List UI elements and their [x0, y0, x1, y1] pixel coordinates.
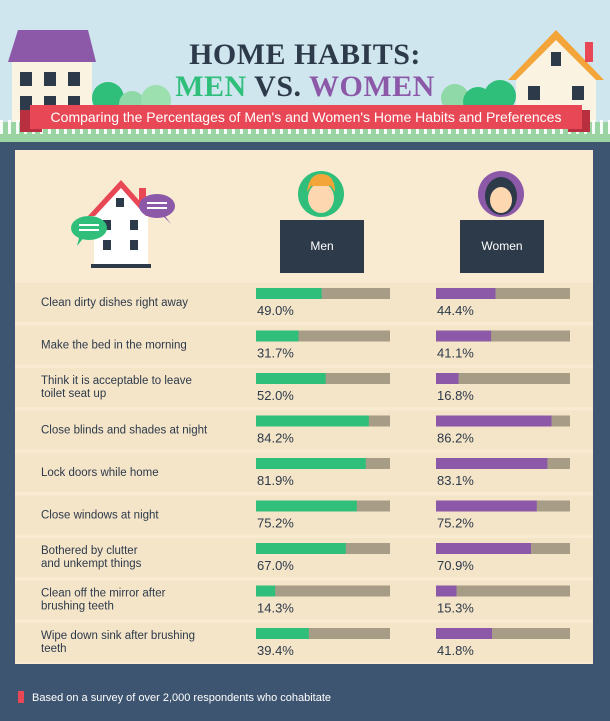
men-bar-track — [256, 288, 390, 299]
legend-women: Women — [481, 239, 522, 253]
women-value-label: 15.3% — [437, 601, 474, 616]
title-vs: VS. — [254, 70, 302, 103]
women-bar-track — [436, 288, 570, 299]
women-bar — [436, 288, 496, 299]
men-bar — [256, 330, 299, 342]
woman-avatar-icon — [478, 171, 524, 217]
men-bar — [256, 585, 276, 597]
house-chat-icon — [71, 180, 175, 268]
women-bar — [436, 415, 552, 427]
women-bar — [436, 330, 492, 342]
title-women: WOMEN — [308, 70, 435, 103]
women-bar — [436, 543, 532, 554]
women-header: Women — [460, 220, 544, 273]
legend-men: Men — [310, 239, 333, 253]
page-title: HOME HABITS: — [189, 38, 421, 71]
women-bar-track — [436, 330, 570, 342]
men-header-box — [280, 220, 364, 273]
footnote-marker-icon — [18, 691, 24, 703]
men-value-label: 49.0% — [257, 303, 294, 318]
women-bar — [436, 585, 457, 597]
bush-icon — [484, 80, 516, 112]
men-bar-track — [256, 628, 390, 639]
men-bar-track — [256, 585, 390, 597]
footer: Based on a survey of over 2,000 responde… — [0, 680, 610, 721]
men-bar — [256, 415, 369, 427]
women-value-label: 41.8% — [437, 643, 474, 658]
women-value-label: 70.9% — [437, 558, 474, 573]
women-bar — [436, 628, 493, 639]
women-bar-track — [436, 628, 570, 639]
men-value-label: 14.3% — [257, 601, 294, 616]
women-value-label: 41.1% — [437, 346, 474, 361]
chart-rows: Clean dirty dishes right away 49.0% 44.4% M… — [15, 283, 593, 662]
men-header: Men — [280, 220, 364, 273]
category-label: Wipe down sink after brushing teeth — [41, 630, 195, 655]
category-label: Make the bed in the morning — [41, 340, 187, 352]
category-label: Clean dirty dishes right away — [41, 297, 188, 309]
men-bar — [256, 288, 322, 299]
women-bar-track — [436, 585, 570, 597]
women-header-box — [460, 220, 544, 273]
men-bar — [256, 500, 357, 512]
women-bar-track — [436, 373, 570, 384]
men-value-label: 75.2% — [257, 516, 294, 531]
category-label: Lock doors while home — [41, 467, 159, 479]
women-value-label: 75.2% — [437, 516, 474, 531]
women-bar — [436, 458, 548, 469]
chart-panel: Men Women Clean dirty dishes right away 4… — [15, 150, 593, 664]
men-value-label: 67.0% — [257, 558, 294, 573]
category-label: Close blinds and shades at night — [41, 425, 208, 437]
men-value-label: 84.2% — [257, 431, 294, 446]
men-bar — [256, 458, 366, 469]
men-value-label: 52.0% — [257, 388, 294, 403]
men-bar — [256, 373, 326, 384]
page-title-line2: MEN VS. WOMEN — [0, 70, 610, 104]
category-label: Clean off the mirror after brushing teeth — [41, 588, 166, 613]
women-value-label: 86.2% — [437, 431, 474, 446]
men-value-label: 39.4% — [257, 643, 294, 658]
men-bar-track — [256, 330, 390, 342]
category-label: Close windows at night — [41, 510, 159, 522]
men-value-label: 81.9% — [257, 473, 294, 488]
chart: Men Women Clean dirty dishes right away 4… — [15, 171, 593, 662]
footnote: Based on a survey of over 2,000 responde… — [32, 692, 332, 704]
men-value-label: 31.7% — [257, 346, 294, 361]
women-bar — [436, 500, 537, 512]
category-label: Think it is acceptable to leave toilet se… — [41, 375, 192, 400]
women-bar — [436, 373, 459, 384]
man-avatar-icon — [298, 171, 344, 217]
men-bar — [256, 543, 346, 554]
title-men: MEN — [175, 70, 247, 103]
women-value-label: 83.1% — [437, 473, 474, 488]
women-value-label: 44.4% — [437, 303, 474, 318]
subtitle-ribbon: Comparing the Percentages of Men's and W… — [30, 105, 582, 129]
category-label: Bothered by clutter and unkempt things — [41, 545, 142, 570]
men-bar — [256, 628, 309, 639]
women-value-label: 16.8% — [437, 388, 474, 403]
